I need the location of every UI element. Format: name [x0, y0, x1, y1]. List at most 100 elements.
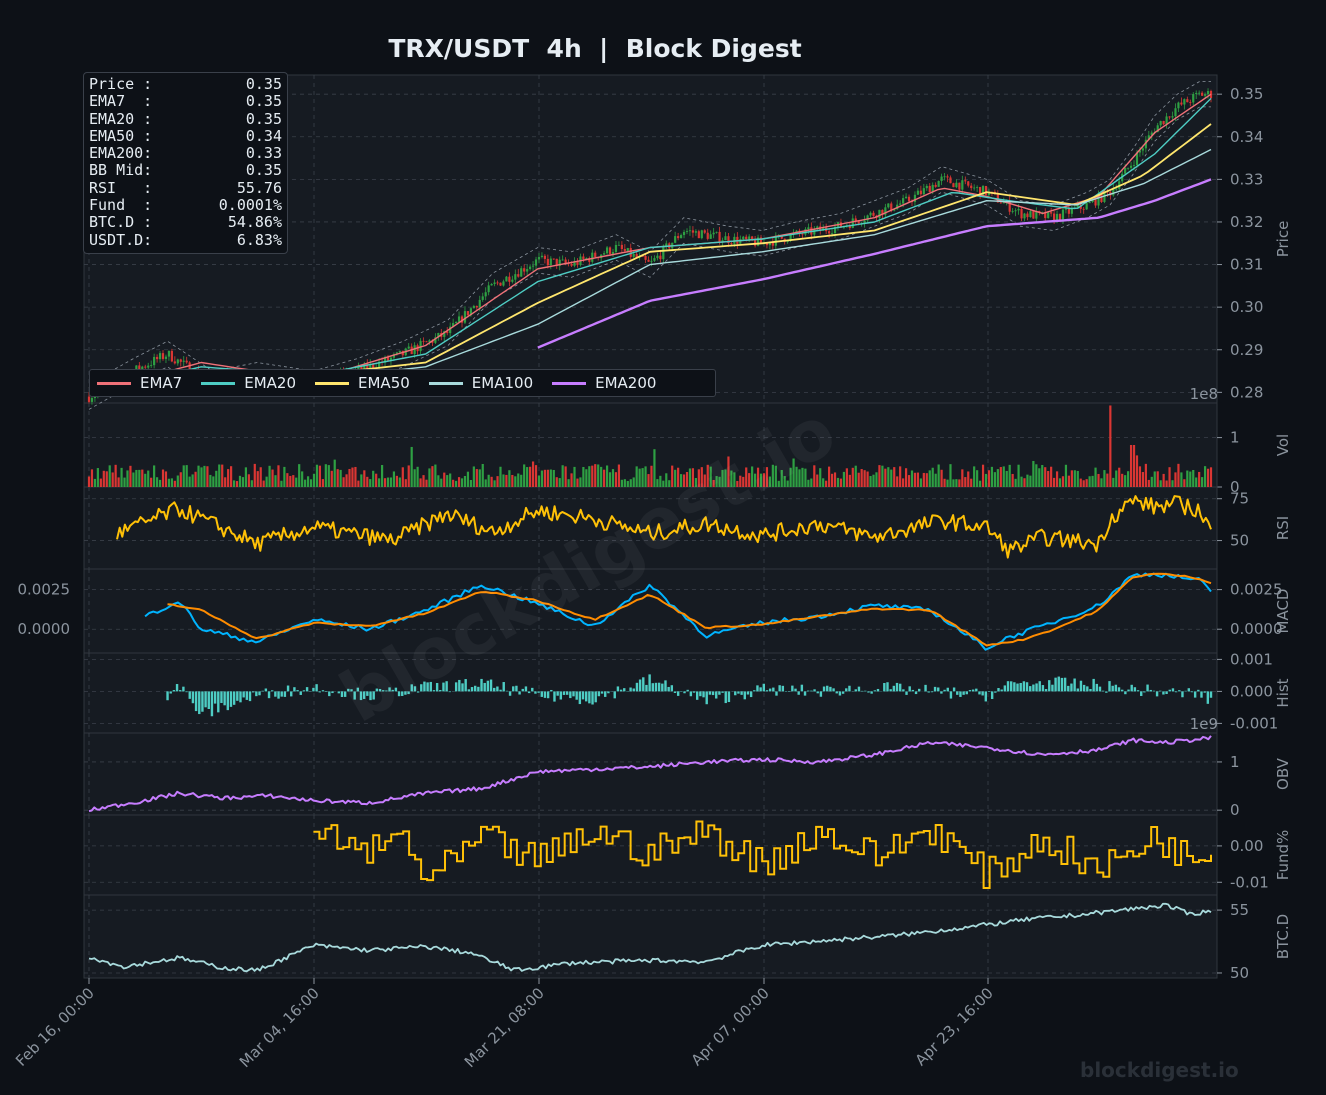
candle-body — [573, 261, 576, 266]
volume-bar — [893, 467, 896, 487]
candle-body — [561, 259, 564, 261]
volume-bar — [588, 466, 591, 487]
hist-bar — [724, 691, 727, 704]
candle-body — [558, 259, 561, 266]
info-row: USDT.D: 6.83% — [84, 231, 287, 249]
volume-bar — [591, 465, 594, 487]
hist-bar — [213, 691, 217, 704]
candle-body — [682, 231, 686, 236]
candle-body — [626, 248, 629, 251]
volume-bar — [674, 469, 677, 487]
hist-bar — [172, 690, 176, 692]
volume-bar — [697, 469, 700, 487]
funding-line — [313, 820, 1212, 889]
volume-bar — [235, 481, 239, 487]
hist-bar — [245, 691, 249, 700]
hist-bar — [1041, 685, 1045, 692]
volume-bar — [167, 478, 171, 487]
volume-bar — [611, 469, 615, 487]
volume-bar — [499, 466, 502, 487]
candle-body — [742, 236, 745, 240]
volume-bar — [736, 480, 739, 487]
candle-body — [176, 359, 179, 364]
hist-bar — [1076, 688, 1079, 692]
volume-bar — [253, 463, 256, 487]
candle-body — [366, 363, 369, 370]
candle-body — [647, 259, 650, 262]
candle-body — [1203, 94, 1207, 96]
legend-swatch — [315, 381, 350, 385]
hist-bar — [432, 690, 436, 692]
candle-body — [605, 247, 609, 254]
candle-body — [739, 239, 742, 244]
volume-bar — [312, 473, 316, 487]
volume-bar — [150, 477, 153, 487]
candle-body — [608, 247, 612, 254]
info-row: EMA50 : 0.34 — [84, 127, 287, 145]
volume-bar — [428, 468, 431, 487]
candle-body — [1029, 211, 1032, 218]
volume-bar — [866, 471, 869, 487]
hist-bar — [239, 691, 242, 703]
hist-bar — [1193, 691, 1197, 698]
volume-bar — [665, 473, 668, 487]
hist-bar — [604, 691, 607, 697]
info-label: RSI : — [89, 178, 153, 197]
hist-bar — [753, 690, 756, 692]
candle-body — [534, 259, 538, 266]
hist-bar — [524, 686, 528, 692]
candle-body — [949, 177, 952, 184]
x-tick-label: Mar 04, 16:00 — [236, 984, 323, 1071]
hist-bar — [499, 689, 502, 692]
hist-bar — [271, 690, 274, 692]
volume-bar — [1147, 479, 1150, 487]
volume-bar — [753, 473, 757, 487]
volume-bar — [863, 470, 866, 487]
hist-bar — [255, 691, 258, 697]
volume-bar — [881, 465, 884, 487]
volume-bar — [564, 466, 567, 487]
volume-bar — [765, 467, 769, 487]
candle-body — [147, 365, 150, 368]
ema-line-ema200 — [537, 178, 1212, 349]
hist-bar — [1181, 691, 1184, 698]
volume-bar — [431, 466, 434, 487]
hist-bar — [194, 691, 198, 712]
volume-bar — [1135, 455, 1139, 487]
volume-bar — [227, 469, 230, 487]
volume-bar — [952, 479, 955, 487]
y-axis-label: RSI — [1274, 516, 1292, 540]
candle-body — [372, 363, 375, 369]
volume-bar — [363, 470, 366, 487]
legend-label: EMA100 — [471, 374, 534, 392]
hist-bar — [413, 686, 417, 692]
volume-bar — [756, 467, 760, 487]
y-tick-label: 0.33 — [1230, 170, 1263, 188]
candle-body — [1064, 208, 1068, 210]
y-axis-label: Hist — [1274, 678, 1292, 707]
volume-bar — [1064, 464, 1068, 487]
volume-bar — [801, 467, 804, 487]
volume-bar — [1201, 477, 1204, 487]
volume-bar — [1082, 480, 1085, 487]
hist-bar — [1044, 689, 1048, 692]
hist-bar — [584, 691, 588, 702]
candle-body — [520, 268, 523, 277]
hist-bar — [1120, 689, 1124, 692]
candle-body — [727, 236, 730, 244]
volume-bar — [342, 477, 345, 487]
candle-body — [460, 316, 464, 323]
volume-bar — [555, 477, 558, 487]
candle-body — [357, 366, 360, 371]
volume-bar — [816, 474, 819, 487]
volume-bar — [330, 470, 333, 487]
info-label: EMA200: — [89, 144, 153, 163]
candle-body — [851, 218, 854, 228]
candle-body — [976, 187, 979, 188]
hist-bar — [918, 688, 921, 692]
volume-bar — [958, 479, 961, 487]
volume-bar — [1103, 470, 1106, 487]
bb-lower-line — [88, 106, 1211, 410]
hist-bar — [956, 691, 959, 695]
hist-bar — [175, 684, 179, 692]
